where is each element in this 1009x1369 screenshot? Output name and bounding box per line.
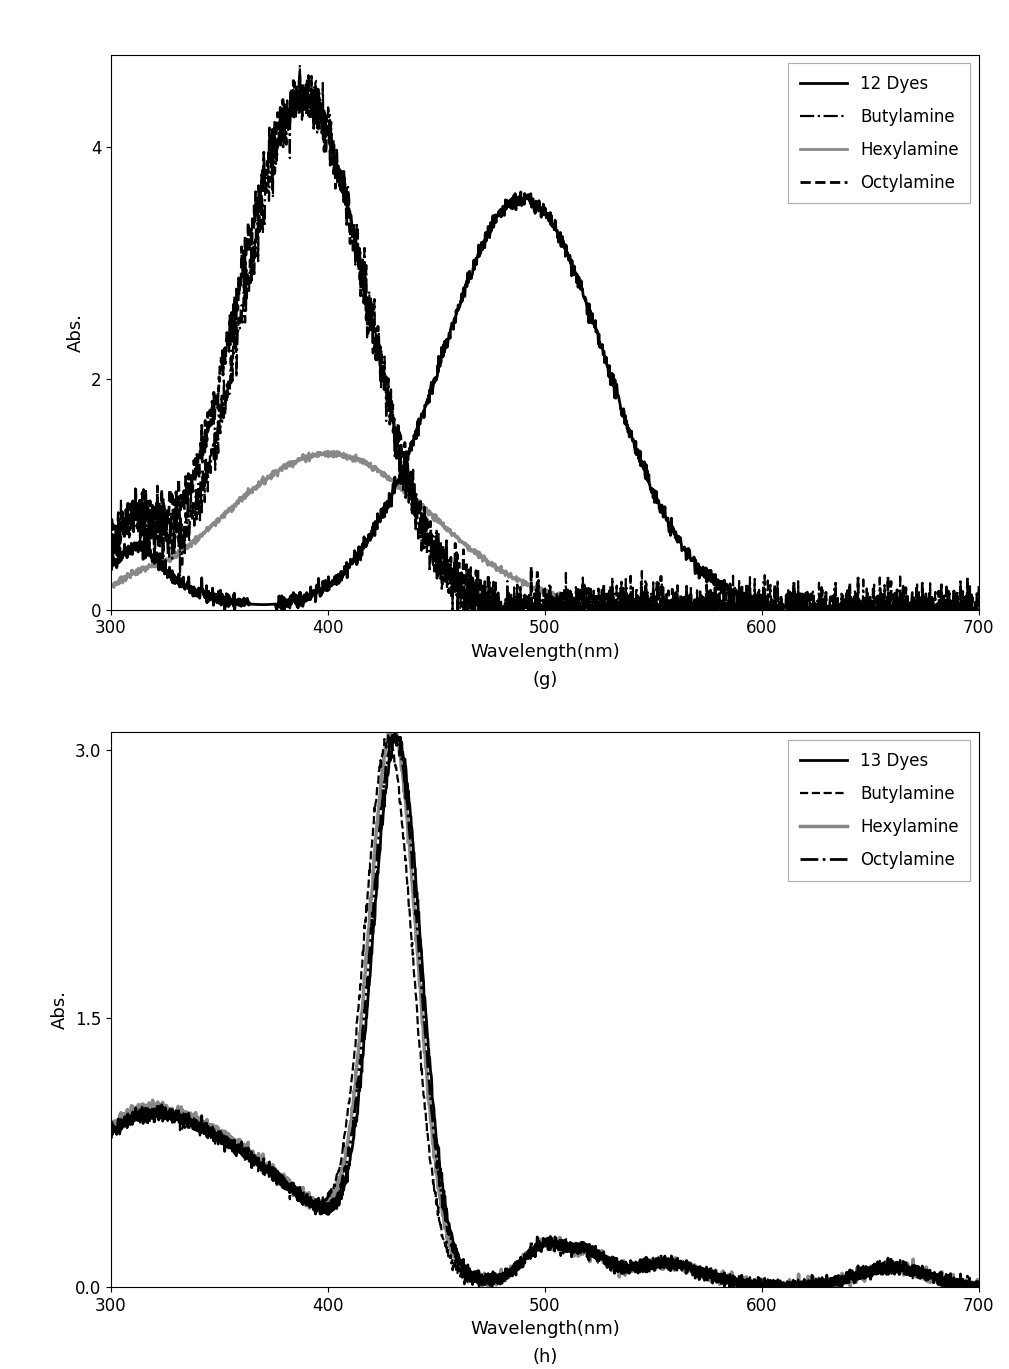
12 Dyes [504,192,517,208]
Octylamine [105,1121,117,1138]
Butylamine [105,1123,117,1139]
Octylamine [528,1240,540,1257]
13 Dyes [948,1276,961,1292]
Butylamine [948,587,961,604]
Octylamine [386,727,399,743]
Butylamine [105,524,117,541]
Octylamine [452,601,464,617]
Octylamine [789,1279,801,1295]
Hexylamine [947,1277,960,1294]
Hexylamine [504,567,517,583]
Octylamine [528,597,540,613]
Butylamine [149,1110,161,1127]
Hexylamine [322,442,334,459]
Hexylamine [504,1262,517,1279]
Line: Octylamine: Octylamine [111,73,979,609]
12 Dyes [105,557,117,574]
Butylamine [447,601,459,617]
X-axis label: Wavelength(nm): Wavelength(nm) [470,1320,620,1338]
Hexylamine [105,575,117,591]
Butylamine [789,1279,801,1295]
Octylamine [973,601,985,617]
Butylamine [947,597,960,613]
13 Dyes [528,1244,540,1261]
Butylamine [973,1272,985,1288]
Butylamine [473,1279,485,1295]
Legend: 13 Dyes, Butylamine, Hexylamine, Octylamine: 13 Dyes, Butylamine, Hexylamine, Octylam… [788,741,971,880]
12 Dyes [973,601,985,617]
13 Dyes [723,1279,736,1295]
Butylamine [948,1272,961,1288]
Octylamine [947,583,960,600]
Butylamine [789,601,801,617]
Hexylamine [528,582,540,598]
13 Dyes [947,1273,960,1290]
Line: 12 Dyes: 12 Dyes [111,192,979,609]
Text: (h): (h) [532,1348,558,1366]
Octylamine [947,1269,960,1285]
Legend: 12 Dyes, Butylamine, Hexylamine, Octylamine: 12 Dyes, Butylamine, Hexylamine, Octylam… [788,63,971,204]
Y-axis label: Abs.: Abs. [67,312,85,352]
12 Dyes [515,183,527,200]
Butylamine [947,1273,960,1290]
13 Dyes [149,1106,161,1123]
Hexylamine [387,716,400,732]
Line: 13 Dyes: 13 Dyes [111,730,979,1287]
Line: Butylamine: Butylamine [111,64,979,609]
12 Dyes [947,601,960,617]
Butylamine [973,578,985,594]
Octylamine [105,534,117,550]
Butylamine [528,1243,540,1259]
Octylamine [149,527,161,543]
Hexylamine [149,556,161,572]
Hexylamine [789,601,801,617]
Butylamine [149,537,161,553]
Octylamine [486,1279,498,1295]
Butylamine [528,601,540,617]
Y-axis label: Abs.: Abs. [51,990,70,1029]
12 Dyes [789,600,801,616]
13 Dyes [105,1123,117,1139]
12 Dyes [948,601,961,617]
Hexylamine [948,601,961,617]
Hexylamine [613,601,626,617]
Hexylamine [973,601,985,617]
Octylamine [294,64,306,81]
Butylamine [504,590,517,606]
12 Dyes [528,196,540,212]
12 Dyes [149,552,161,568]
13 Dyes [388,721,401,738]
Hexylamine [149,1098,161,1114]
Octylamine [789,601,801,617]
Hexylamine [947,601,960,617]
12 Dyes [219,601,231,617]
Octylamine [149,1109,161,1125]
Hexylamine [105,1113,117,1129]
Butylamine [504,1262,517,1279]
Octylamine [504,1268,517,1284]
13 Dyes [973,1279,985,1295]
Octylamine [948,1279,961,1295]
Line: Octylamine: Octylamine [111,735,979,1287]
Octylamine [948,601,961,617]
X-axis label: Wavelength(nm): Wavelength(nm) [470,643,620,661]
Hexylamine [723,1279,736,1295]
Hexylamine [948,1273,961,1290]
13 Dyes [504,1261,517,1277]
Hexylamine [973,1279,985,1295]
Hexylamine [789,1277,801,1294]
Line: Hexylamine: Hexylamine [111,724,979,1287]
Octylamine [973,1279,985,1295]
Hexylamine [528,1246,540,1262]
Butylamine [294,56,306,73]
Octylamine [504,601,517,617]
Line: Hexylamine: Hexylamine [111,450,979,609]
13 Dyes [789,1279,801,1295]
Butylamine [382,726,395,742]
Line: Butylamine: Butylamine [111,734,979,1287]
Text: (g): (g) [532,671,558,689]
